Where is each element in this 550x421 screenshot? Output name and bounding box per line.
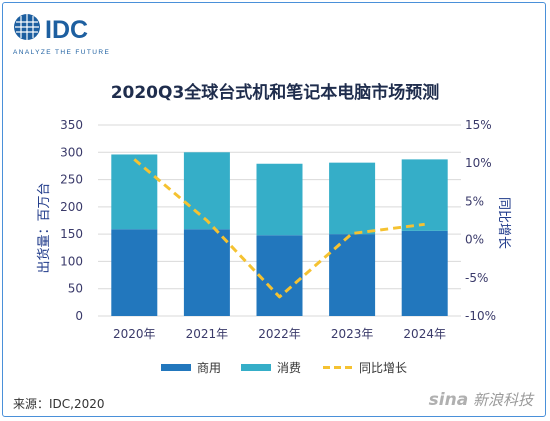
y2-tick-label: -5%: [465, 271, 488, 285]
legend-label: 同比增长: [359, 361, 407, 375]
x-tick-label: 2020年: [113, 327, 156, 341]
y-tick-label: 250: [60, 173, 83, 187]
y-tick-label: 200: [60, 200, 83, 214]
logo-tagline: ANALYZE THE FUTURE: [13, 49, 110, 56]
y2-axis-label: 同比增长: [496, 197, 511, 249]
y2-tick-label: 10%: [465, 156, 492, 170]
y2-tick-label: -10%: [465, 309, 496, 323]
bar-consumer: [256, 163, 303, 236]
y-tick-label: 350: [60, 118, 83, 132]
x-tick-label: 2021年: [186, 327, 229, 341]
bar-consumer: [111, 154, 158, 230]
x-tick-label: 2023年: [331, 327, 374, 341]
y2-axis-ticks: -10% -5% 0% 5% 10% 15%: [465, 118, 496, 323]
chart-title: 2020Q3全球台式机和笔记本电脑市场预测: [111, 82, 440, 103]
bar-commercial: [183, 229, 230, 316]
chart-card: IDC ANALYZE THE FUTURE 2020Q3全球台式机和笔记本电脑…: [2, 2, 546, 417]
y2-tick-label: 0%: [465, 233, 484, 247]
x-tick-label: 2024年: [403, 327, 446, 341]
bar-consumer: [401, 159, 448, 231]
bar-commercial: [256, 235, 303, 316]
legend: 商用 消费 同比增长: [161, 360, 407, 375]
bar-commercial: [111, 229, 158, 316]
y-axis-ticks: 0 50 100 150 200 250 300 350: [60, 118, 83, 323]
y-tick-label: 100: [60, 254, 83, 268]
legend-swatch: [161, 364, 191, 371]
bar-commercial: [401, 230, 448, 316]
y-axis-label: 出货量：百万台: [36, 182, 52, 273]
chart: 2020Q3全球台式机和笔记本电脑市场预测 0 50 100 150 200 250 300…: [36, 82, 511, 375]
watermark-brand: sina: [428, 390, 469, 410]
legend-label: 消费: [277, 361, 301, 375]
legend-swatch: [241, 364, 271, 371]
bar-consumer: [329, 162, 376, 235]
x-axis-ticks: 2020年 2021年 2022年 2023年 2024年: [113, 327, 446, 341]
watermark: sina 新浪科技: [429, 389, 533, 410]
x-tick-label: 2022年: [258, 327, 301, 341]
y-tick-label: 300: [60, 145, 83, 159]
growth-line: [133, 158, 425, 299]
y-tick-label: 150: [60, 227, 83, 241]
y2-tick-label: 5%: [465, 194, 484, 208]
source-note: 来源：IDC,2020: [13, 397, 105, 411]
legend-label: 商用: [197, 360, 221, 375]
watermark-name: 新浪科技: [472, 391, 533, 409]
logo-text: IDC: [45, 16, 88, 44]
bar-consumer: [183, 152, 230, 230]
y-tick-label: 0: [75, 309, 83, 323]
bars: [111, 152, 448, 316]
y2-tick-label: 15%: [465, 118, 492, 132]
idc-logo: IDC ANALYZE THE FUTURE: [13, 14, 110, 56]
y-tick-label: 50: [68, 282, 83, 296]
